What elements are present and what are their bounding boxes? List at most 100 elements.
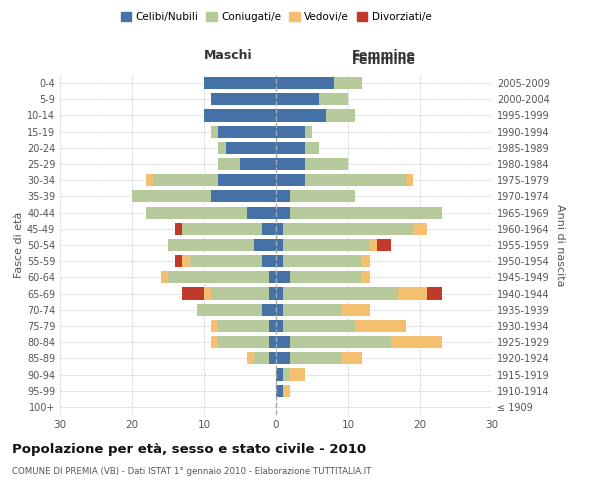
Bar	[197, 304, 262, 316]
Bar	[276, 304, 283, 316]
Bar	[269, 288, 276, 300]
Y-axis label: Fasce di età: Fasce di età	[14, 212, 24, 278]
Y-axis label: Anni di nascita: Anni di nascita	[555, 204, 565, 286]
Bar	[218, 158, 240, 170]
Bar	[247, 206, 276, 218]
Bar	[182, 255, 190, 268]
Bar	[305, 174, 406, 186]
Bar	[276, 272, 290, 283]
Bar	[341, 352, 362, 364]
Bar	[269, 272, 276, 283]
Bar	[218, 320, 269, 332]
Bar	[211, 126, 218, 138]
Bar	[370, 239, 377, 251]
Bar	[262, 255, 276, 268]
Bar	[240, 158, 276, 170]
Bar	[262, 304, 276, 316]
Bar	[406, 174, 413, 186]
Text: Femmine: Femmine	[352, 54, 416, 66]
Bar	[204, 288, 211, 300]
Bar	[427, 288, 442, 300]
Bar	[211, 336, 218, 348]
Bar	[334, 77, 362, 89]
Bar	[276, 174, 305, 186]
Bar	[218, 174, 276, 186]
Bar	[269, 352, 276, 364]
Bar	[283, 368, 290, 380]
Bar	[211, 93, 276, 106]
Bar	[341, 304, 370, 316]
Text: Maschi: Maschi	[203, 50, 253, 62]
Bar	[305, 158, 348, 170]
Bar	[182, 288, 204, 300]
Bar	[182, 222, 262, 235]
Bar	[211, 320, 218, 332]
Bar	[326, 110, 355, 122]
Bar	[276, 77, 334, 89]
Bar	[276, 222, 283, 235]
Bar	[283, 288, 398, 300]
Bar	[276, 110, 326, 122]
Bar	[175, 222, 182, 235]
Bar	[413, 222, 427, 235]
Bar	[398, 288, 427, 300]
Bar	[276, 93, 319, 106]
Bar	[276, 239, 283, 251]
Bar	[283, 304, 341, 316]
Bar	[218, 142, 226, 154]
Bar	[276, 288, 283, 300]
Bar	[290, 336, 391, 348]
Bar	[276, 158, 305, 170]
Text: COMUNE DI PREMIA (VB) - Dati ISTAT 1° gennaio 2010 - Elaborazione TUTTITALIA.IT: COMUNE DI PREMIA (VB) - Dati ISTAT 1° ge…	[12, 468, 371, 476]
Legend: Celibi/Nubili, Coniugati/e, Vedovi/e, Divorziati/e: Celibi/Nubili, Coniugati/e, Vedovi/e, Di…	[119, 10, 433, 24]
Bar	[362, 272, 370, 283]
Bar	[211, 190, 276, 202]
Bar	[168, 239, 254, 251]
Bar	[254, 239, 276, 251]
Bar	[132, 190, 211, 202]
Bar	[319, 93, 348, 106]
Bar	[362, 255, 370, 268]
Bar	[283, 239, 370, 251]
Bar	[175, 255, 182, 268]
Bar	[218, 336, 269, 348]
Bar	[154, 174, 218, 186]
Bar	[276, 126, 305, 138]
Bar	[276, 142, 305, 154]
Bar	[276, 384, 283, 397]
Bar	[226, 142, 276, 154]
Bar	[283, 320, 355, 332]
Bar	[276, 352, 290, 364]
Bar	[276, 320, 283, 332]
Bar	[305, 126, 312, 138]
Bar	[247, 352, 254, 364]
Text: Popolazione per età, sesso e stato civile - 2010: Popolazione per età, sesso e stato civil…	[12, 442, 366, 456]
Bar	[168, 272, 269, 283]
Bar	[391, 336, 442, 348]
Bar	[305, 142, 319, 154]
Bar	[355, 320, 406, 332]
Bar	[276, 368, 283, 380]
Bar	[269, 320, 276, 332]
Bar	[190, 255, 262, 268]
Bar	[254, 352, 269, 364]
Bar	[262, 222, 276, 235]
Bar	[276, 336, 290, 348]
Bar	[283, 384, 290, 397]
Bar	[290, 206, 442, 218]
Bar	[204, 77, 276, 89]
Bar	[146, 206, 247, 218]
Bar	[276, 255, 283, 268]
Bar	[290, 352, 341, 364]
Bar	[290, 190, 355, 202]
Bar	[377, 239, 391, 251]
Bar	[269, 336, 276, 348]
Bar	[290, 272, 362, 283]
Bar	[146, 174, 154, 186]
Bar	[276, 206, 290, 218]
Bar	[276, 190, 290, 202]
Bar	[218, 126, 276, 138]
Text: Femmine: Femmine	[352, 50, 416, 62]
Bar	[283, 255, 362, 268]
Bar	[211, 288, 269, 300]
